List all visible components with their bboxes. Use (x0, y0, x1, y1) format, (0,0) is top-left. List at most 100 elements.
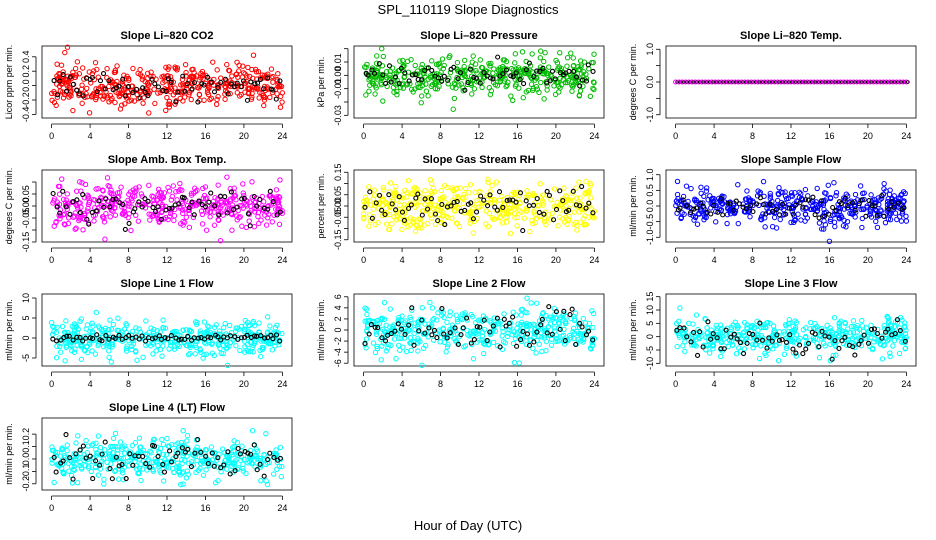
data-point (536, 202, 543, 208)
data-point (436, 60, 442, 67)
x-tick-label: 24 (589, 131, 599, 141)
data-point-hourly (457, 70, 464, 76)
data-point (520, 95, 526, 101)
data-point (73, 225, 79, 231)
data-point (101, 93, 107, 99)
data-point (524, 207, 530, 213)
data-point (377, 72, 384, 78)
data-point (58, 62, 65, 68)
data-point (68, 86, 74, 92)
data-point-hourly (428, 196, 434, 202)
data-point-hourly (510, 314, 516, 320)
data-point (233, 343, 239, 349)
data-point (551, 325, 558, 331)
data-point (832, 223, 838, 230)
data-point-hourly (800, 351, 806, 357)
x-tick-label: 20 (239, 379, 249, 389)
data-point (564, 194, 570, 200)
data-point (273, 206, 279, 212)
data-point-hourly (500, 204, 506, 211)
data-point (903, 79, 909, 85)
data-point (903, 218, 910, 224)
data-point (196, 92, 203, 98)
data-point-hourly (836, 345, 842, 352)
data-point (580, 83, 586, 89)
data-point (437, 64, 443, 70)
data-point (486, 85, 492, 91)
data-point (80, 227, 86, 233)
data-point (403, 348, 410, 355)
data-point-hourly (577, 203, 583, 209)
data-point-hourly (508, 73, 514, 79)
data-point (204, 89, 211, 96)
data-point (857, 79, 863, 85)
data-point (180, 218, 186, 225)
data-point (252, 86, 258, 92)
data-point (278, 83, 285, 90)
y-tick-label: -0.15 (333, 229, 343, 250)
data-point (81, 76, 87, 82)
data-point (808, 79, 814, 85)
data-point (112, 430, 119, 437)
data-point (215, 196, 221, 202)
data-point-hourly (120, 201, 126, 207)
data-point (245, 64, 251, 71)
data-point (117, 439, 124, 445)
data-point (275, 71, 281, 77)
data-point (129, 83, 135, 89)
data-point (64, 442, 70, 448)
data-point (554, 199, 560, 206)
data-point (460, 71, 467, 77)
data-point (427, 74, 434, 81)
data-point-hourly (94, 89, 100, 95)
data-point (391, 189, 398, 195)
y-axis: -0.2-0.10.00.10.2 (21, 428, 37, 492)
data-point (215, 208, 222, 215)
data-point (211, 222, 218, 228)
data-point (360, 214, 367, 220)
data-point (449, 185, 455, 191)
data-point (146, 211, 152, 217)
data-point (516, 360, 522, 366)
data-point (107, 214, 113, 220)
data-point (171, 217, 177, 224)
data-point-hourly (494, 207, 500, 213)
x-tick-label: 16 (512, 379, 522, 389)
data-point (893, 79, 899, 85)
x-tick-label: 12 (162, 131, 172, 141)
data-point (567, 197, 574, 203)
data-point (229, 73, 235, 79)
data-point (530, 85, 536, 92)
data-point (490, 339, 497, 346)
x-axis: 0 4 8 12 16 20 24 (49, 247, 287, 265)
data-point-hourly (184, 81, 190, 87)
data-point (416, 216, 422, 222)
data-point-hourly (570, 188, 576, 194)
x-tick-label: 0 (361, 379, 366, 389)
data-point-hourly (224, 210, 230, 216)
data-point (61, 211, 68, 217)
data-point-hourly (201, 82, 207, 88)
data-point (224, 362, 231, 368)
data-point (166, 188, 173, 194)
data-point (733, 351, 740, 357)
data-point (93, 309, 100, 316)
data-point (419, 61, 425, 68)
data-point (186, 210, 192, 217)
data-point-hourly (415, 191, 421, 197)
data-point (847, 79, 853, 85)
data-point (269, 219, 275, 225)
data-point (541, 58, 547, 65)
data-point-hourly (496, 189, 503, 195)
data-point (457, 185, 463, 191)
data-point-hourly (396, 80, 402, 87)
x-axis: 0 4 8 12 16 20 24 (361, 247, 599, 265)
data-point (72, 226, 78, 232)
data-point (499, 333, 505, 339)
data-point-hourly (454, 199, 460, 205)
data-point (70, 107, 76, 114)
data-point (92, 59, 99, 66)
data-point (718, 353, 724, 360)
y-tick-label: -0.05 (333, 207, 343, 228)
data-point (72, 65, 79, 72)
